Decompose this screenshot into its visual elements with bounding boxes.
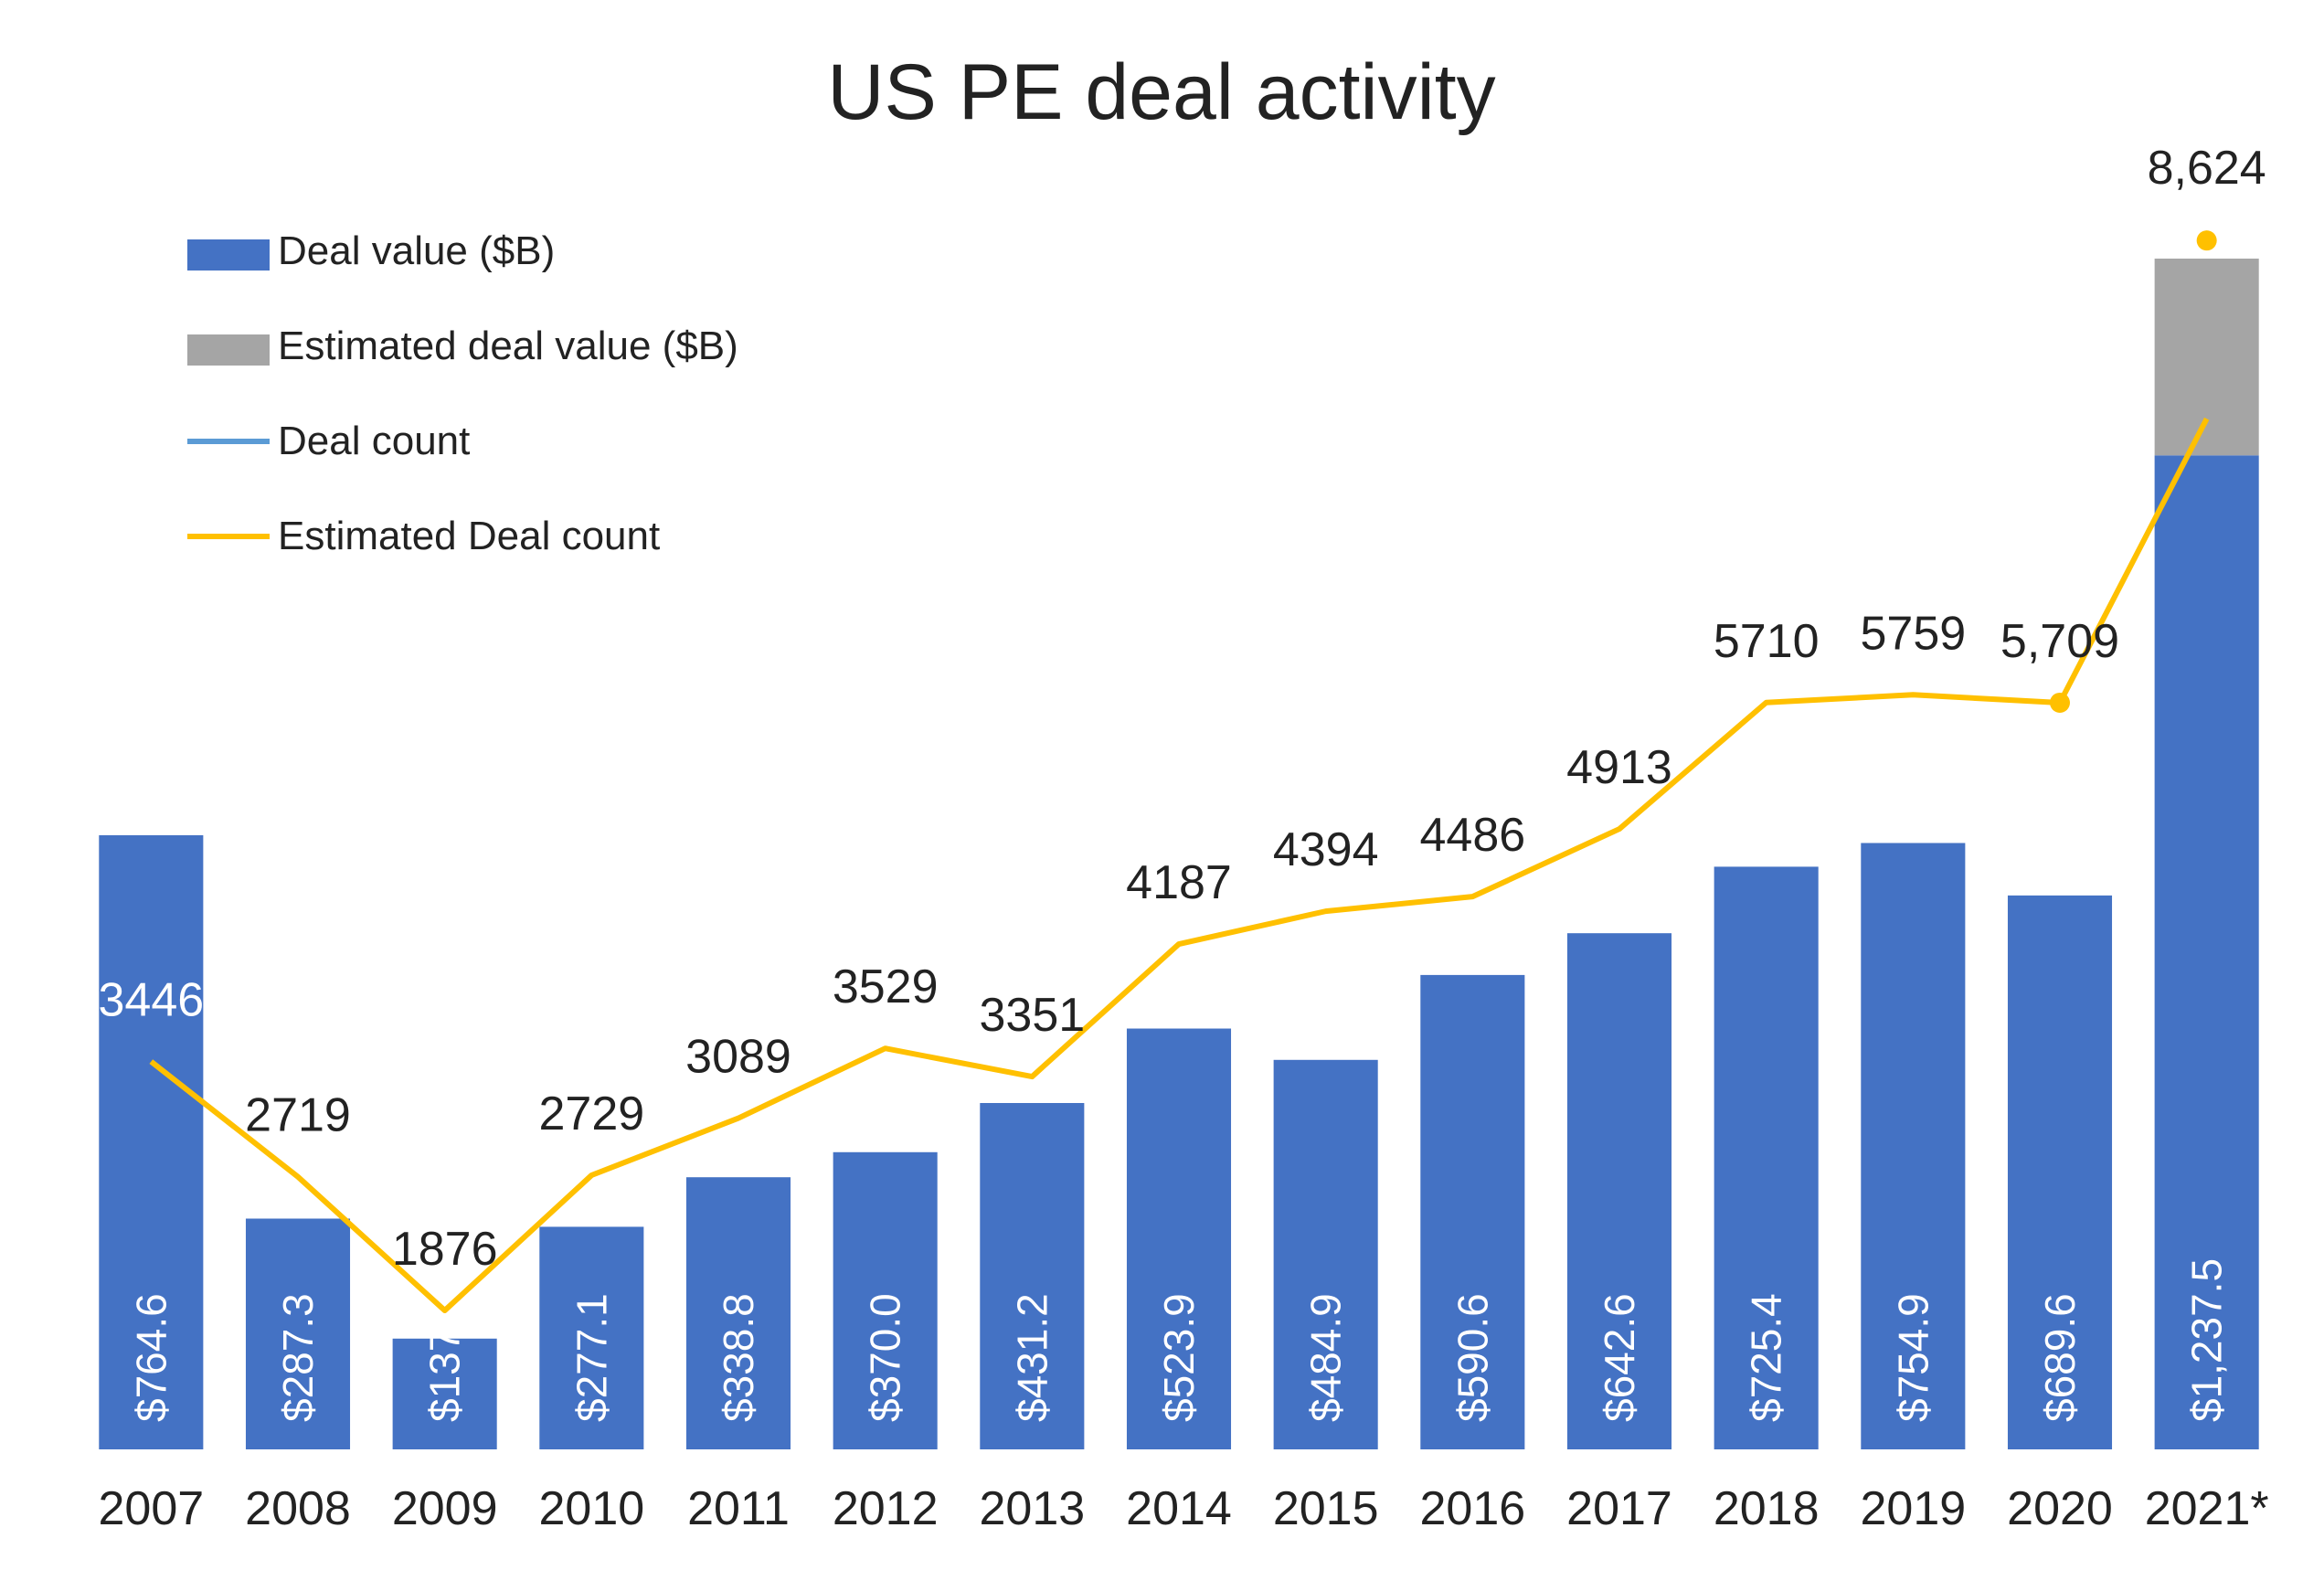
estimated-deal-count-label: 8,624: [2148, 142, 2266, 195]
x-tick-label: 2008: [245, 1482, 351, 1535]
legend: Deal value ($B) Estimated deal value ($B…: [187, 228, 738, 558]
value-labels-group: $764.6 $287.3 $137.9 $277.1 $338.8 $370.0 $431…: [127, 1258, 2230, 1422]
deal-count-label: 3089: [685, 1031, 791, 1084]
bar-value-label: $484.9: [1302, 1293, 1350, 1422]
bar-deal-value: [1273, 1059, 1378, 1449]
x-tick-label: 2017: [1566, 1482, 1672, 1535]
bar-deal-value: [1861, 843, 1966, 1449]
deal-count-label: 5710: [1714, 615, 1820, 668]
bars-group: [99, 258, 2259, 1450]
x-tick-label: 2021*: [2145, 1482, 2269, 1535]
x-tick-label: 2020: [2007, 1482, 2113, 1535]
x-tick-label: 2009: [392, 1482, 498, 1535]
legend-label-estimated-deal-value: Estimated deal value ($B): [278, 324, 738, 368]
deal-count-label: 5759: [1860, 607, 1966, 660]
bar-value-label: $523.9: [1155, 1293, 1203, 1422]
x-tick-label: 2013: [979, 1482, 1085, 1535]
deal-count-label: 3351: [979, 989, 1085, 1042]
estimated-deal-count-marker: [2050, 692, 2070, 713]
x-tick-label: 2015: [1273, 1482, 1379, 1535]
x-tick-label: 2011: [687, 1482, 790, 1535]
deal-count-label: 4486: [1419, 809, 1525, 862]
bar-deal-value: [99, 834, 204, 1449]
bar-deal-value: [1126, 1028, 1232, 1449]
legend-label-estimated-deal-count: Estimated Deal count: [278, 514, 660, 558]
deal-count-label: 2729: [538, 1087, 644, 1140]
bar-deal-value: [245, 1218, 351, 1449]
x-tick-label: 2019: [1860, 1482, 1966, 1535]
bar-deal-value: [392, 1338, 497, 1449]
x-axis-ticks: 2007 2008 2009 2010 2011 2012 2013 2014 2015 2016…: [98, 1482, 2268, 1535]
deal-count-label: 4394: [1273, 823, 1379, 876]
bar-estimated-deal-value: [2154, 258, 2259, 456]
x-tick-label: 2018: [1714, 1482, 1820, 1535]
legend-label-deal-value: Deal value ($B): [278, 228, 555, 273]
bar-deal-value: [2007, 895, 2113, 1449]
bar-value-label: $642.6: [1596, 1293, 1643, 1422]
deal-count-line: [149, 417, 2210, 1314]
bar-deal-value: [2154, 455, 2259, 1450]
bar-value-label: $689.6: [2036, 1293, 2084, 1422]
estimated-deal-count-marker: [2196, 230, 2217, 251]
deal-count-label: 4913: [1566, 741, 1672, 794]
bar-value-label: $338.8: [715, 1293, 762, 1422]
bar-deal-value: [1420, 974, 1525, 1449]
bar-deal-value: [1714, 866, 1819, 1449]
deal-count-label: 1876: [392, 1223, 498, 1276]
bar-value-label: $590.6: [1449, 1293, 1496, 1422]
bar-value-label: $287.3: [274, 1293, 322, 1422]
count-labels-group: 8,624 3446 2719 1876 2729 3089 3529 3351 4187 439…: [98, 142, 2266, 1276]
bar-deal-value: [980, 1102, 1085, 1449]
legend-label-deal-count: Deal count: [278, 419, 470, 463]
legend-swatch-deal-value: [187, 239, 270, 271]
legend-swatch-estimated-deal-value: [187, 334, 270, 366]
x-tick-label: 2007: [98, 1482, 204, 1535]
deal-count-label: 3446: [98, 974, 204, 1027]
bar-deal-value: [539, 1226, 644, 1449]
bar-value-label: $1,237.5: [2183, 1258, 2231, 1422]
bar-value-label: $370.0: [862, 1293, 909, 1422]
bar-value-label: $725.4: [1743, 1293, 1790, 1422]
deal-count-label: 2719: [245, 1089, 351, 1142]
bar-deal-value: [685, 1177, 791, 1449]
chart-title: US PE deal activity: [827, 48, 1495, 136]
x-tick-label: 2010: [538, 1482, 644, 1535]
bar-value-label: $431.2: [1008, 1293, 1056, 1422]
x-tick-label: 2012: [833, 1482, 939, 1535]
bar-value-label: $137.9: [421, 1293, 469, 1422]
deal-count-label: 3529: [833, 960, 939, 1013]
bar-value-label: $277.1: [568, 1293, 615, 1422]
x-tick-label: 2016: [1419, 1482, 1525, 1535]
bar-value-label: $764.6: [127, 1293, 175, 1422]
bar-deal-value: [1566, 933, 1672, 1449]
deal-count-label: 5,709: [2000, 615, 2119, 668]
x-tick-label: 2014: [1126, 1482, 1232, 1535]
bar-deal-value: [833, 1151, 938, 1449]
line-group: [149, 230, 2217, 1314]
deal-count-label: 4187: [1126, 856, 1232, 909]
bar-value-label: $754.9: [1889, 1293, 1937, 1422]
